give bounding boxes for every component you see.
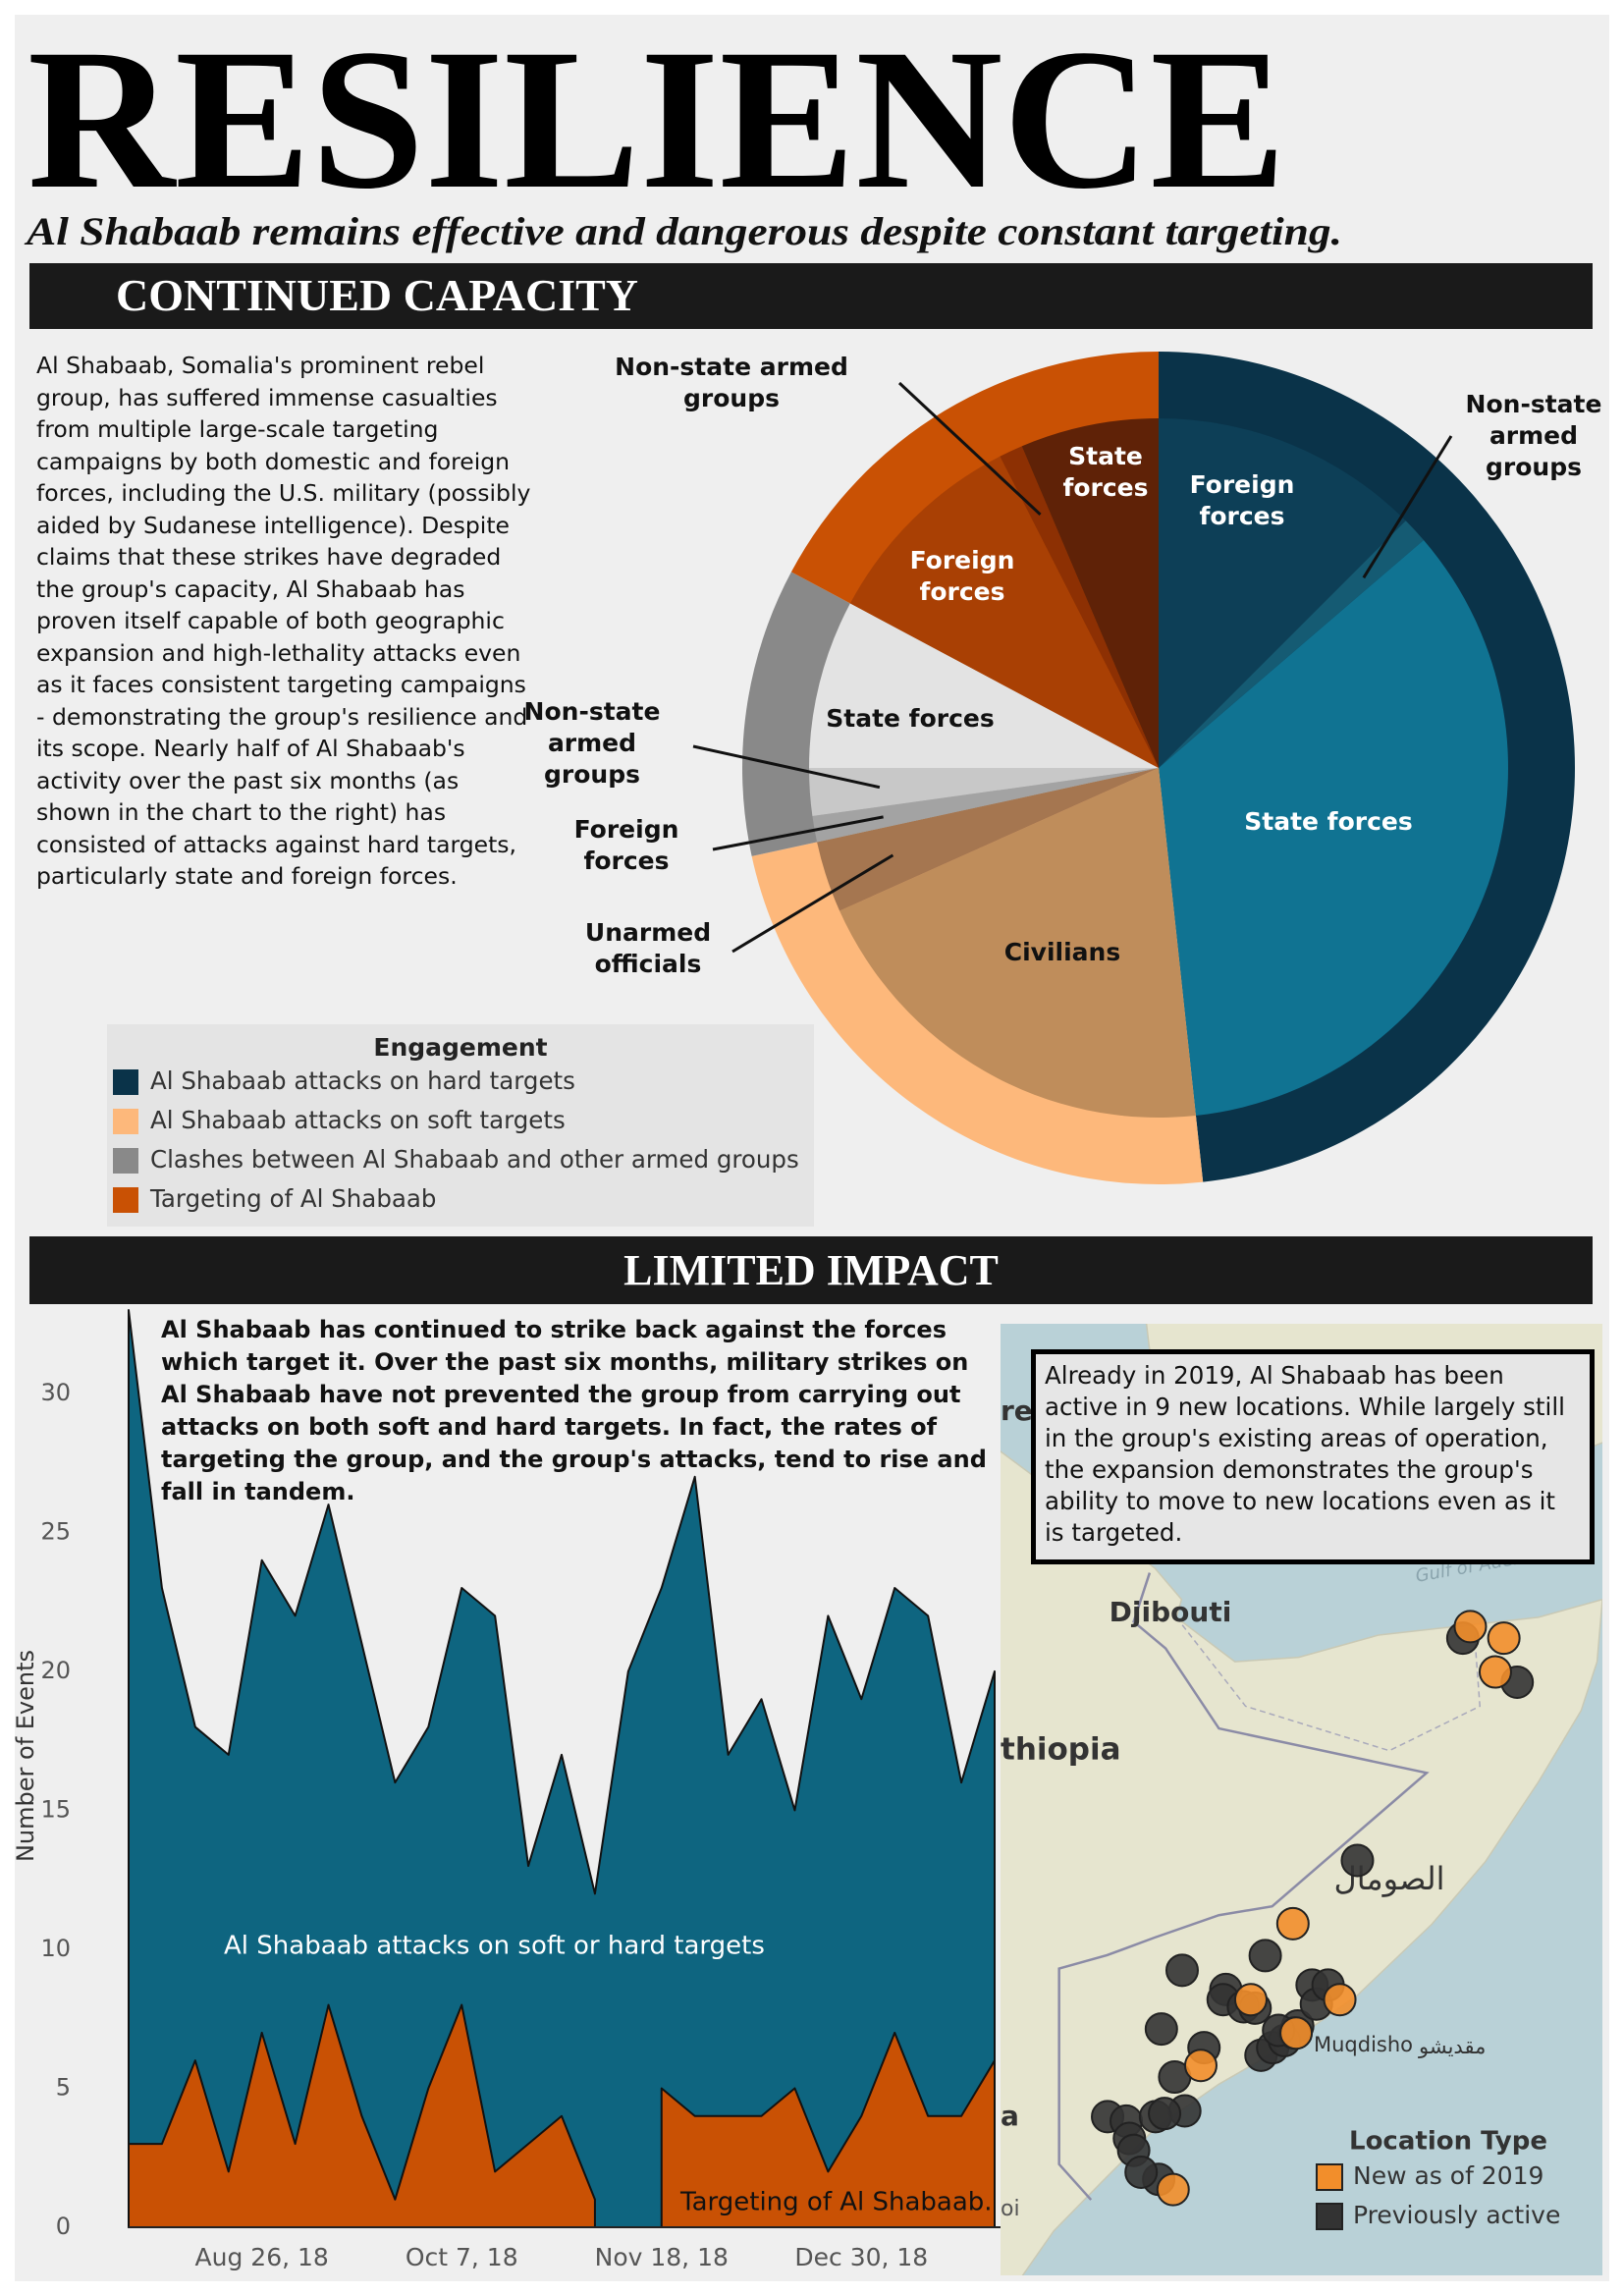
x-tick-label: Oct 7, 18 — [406, 2243, 518, 2271]
page-title: RESILIENCE — [27, 8, 1286, 231]
section-bar — [29, 1236, 1593, 1304]
section-title: LIMITED IMPACT — [623, 1246, 999, 1294]
section-bar — [29, 263, 1593, 329]
legend-label: Al Shabaab attacks on hard targets — [150, 1066, 575, 1095]
leader-line — [897, 381, 1042, 517]
slice-label: Non-state armed groups — [523, 697, 661, 789]
location-point — [1478, 1655, 1512, 1689]
legend-swatch — [113, 1148, 138, 1174]
location-point — [1183, 2049, 1218, 2083]
legend-swatch — [113, 1069, 138, 1095]
place-label: a — [1001, 2100, 1019, 2132]
location-point — [1156, 2172, 1190, 2207]
inner-wedge — [1021, 418, 1159, 768]
leader-line — [1362, 435, 1453, 579]
page-subtitle: Al Shabaab remains effective and dangero… — [24, 209, 1342, 253]
location-point — [1279, 2016, 1314, 2050]
y-tick-label: 15 — [40, 1795, 71, 1823]
slice-label: State forces — [1062, 442, 1149, 502]
slice-label: Foreign forces — [573, 815, 679, 875]
legend-swatch — [113, 1109, 138, 1134]
location-point — [1340, 1843, 1375, 1878]
border — [1175, 1616, 1482, 1752]
inner-wedge — [839, 768, 1196, 1118]
location-point — [1487, 1621, 1521, 1656]
slice-label: Foreign forces — [909, 546, 1015, 606]
series-label: Targeting of Al Shabaab. — [679, 2188, 993, 2217]
x-tick-label: Aug 26, 18 — [195, 2243, 329, 2271]
location-point — [1453, 1610, 1488, 1644]
inner-wedge — [809, 603, 1159, 768]
legend-label: Al Shabaab attacks on soft targets — [150, 1106, 566, 1134]
legend-swatch — [1316, 2163, 1343, 2191]
inner-wedge — [809, 768, 1159, 817]
y-tick-label: 5 — [56, 2073, 71, 2101]
inner-wedge — [1159, 418, 1406, 768]
leader-line — [712, 815, 884, 851]
slice-label: Foreign forces — [1189, 470, 1295, 530]
place-label: مقديشو — [1418, 2035, 1486, 2058]
x-tick-label: Dec 30, 18 — [794, 2243, 928, 2271]
slice-label: State forces — [826, 704, 995, 733]
land — [1001, 1449, 1602, 2275]
legend-label: Targeting of Al Shabaab — [149, 1184, 436, 1213]
legend-label: New as of 2019 — [1353, 2161, 1543, 2190]
legend-label: Clashes between Al Shabaab and other arm… — [150, 1145, 799, 1174]
inner-wedge — [1159, 539, 1508, 1116]
inner-wedge — [1000, 446, 1159, 768]
border — [1057, 1572, 1430, 2201]
legend-swatch — [1316, 2203, 1343, 2230]
location-point — [1233, 1983, 1268, 2017]
location-point — [1148, 2097, 1182, 2131]
location-point — [1248, 1939, 1282, 1973]
legend-title: Location Type — [1349, 2127, 1547, 2157]
inner-wedge — [817, 768, 1159, 911]
x-tick-label: Nov 18, 18 — [595, 2243, 729, 2271]
legend-swatch — [113, 1187, 138, 1213]
area — [128, 2003, 996, 2228]
slice-label: Civilians — [1003, 938, 1121, 966]
place-label: Djibouti — [1110, 1596, 1232, 1628]
y-tick-label: 25 — [40, 1517, 71, 1545]
y-tick-label: 10 — [40, 1935, 71, 1962]
slice-label: Non-state armed groups — [615, 353, 848, 412]
area — [128, 1309, 996, 2228]
slice-label: Non-state armed groups — [1465, 390, 1602, 481]
inner-wedge — [1159, 520, 1424, 768]
location-point — [1144, 2012, 1178, 2047]
series-label: Al Shabaab attacks on soft or hard targe… — [224, 1932, 765, 1961]
legend-label: Previously active — [1353, 2201, 1560, 2229]
legend-box — [107, 1024, 814, 1227]
intro-text: Al Shabaab, Somalia's prominent rebel gr… — [36, 352, 531, 890]
place-label: thiopia — [1001, 1732, 1121, 1768]
y-tick-label: 30 — [40, 1379, 71, 1406]
leader-line — [692, 744, 881, 790]
section-title: CONTINUED CAPACITY — [116, 270, 638, 320]
y-tick-label: 0 — [56, 2213, 71, 2240]
place-label: oi — [1001, 2197, 1020, 2221]
chart-annotation: Al Shabaab has continued to strike back … — [161, 1316, 987, 1505]
location-point — [1124, 2155, 1159, 2189]
leader-line — [731, 853, 894, 954]
y-tick-label: 20 — [40, 1657, 71, 1684]
location-point — [1323, 1983, 1357, 2017]
y-axis-label: Number of Events — [12, 1650, 39, 1862]
location-point — [1275, 1906, 1310, 1941]
inner-wedge — [849, 456, 1159, 768]
location-point — [1164, 1953, 1199, 1988]
slice-label: Unarmed officials — [584, 918, 712, 978]
inner-wedge — [812, 768, 1159, 843]
slice-label: State forces — [1244, 807, 1413, 836]
map-annotation: Already in 2019, Al Shabaab has been act… — [1031, 1349, 1595, 1564]
legend-title: Engagement — [373, 1033, 547, 1062]
place-label: Muqdisho — [1314, 2033, 1413, 2056]
